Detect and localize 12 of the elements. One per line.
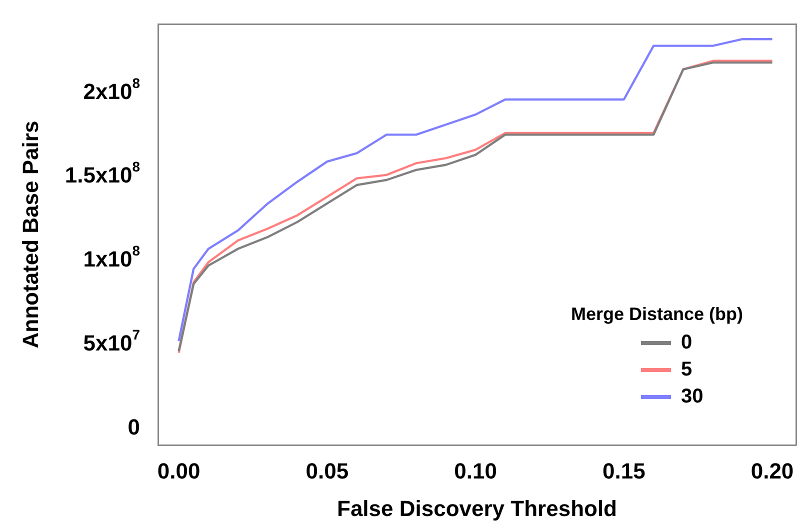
y-tick-label: 0 xyxy=(128,414,140,440)
x-tick-label: 0.15 xyxy=(602,458,646,484)
legend-label: 5 xyxy=(681,358,692,381)
legend-label: 30 xyxy=(681,386,704,408)
legend-label: 0 xyxy=(681,332,692,354)
legend-title: Merge Distance (bp) xyxy=(571,304,744,324)
x-tick-label: 0.10 xyxy=(454,458,497,484)
y-axis-title: Annotated Base Pairs xyxy=(18,120,43,348)
x-tick-label: 0.20 xyxy=(750,458,794,484)
x-tick-label: 0.05 xyxy=(306,458,349,484)
x-axis-title: False Discovery Threshold xyxy=(337,496,617,521)
x-tick-label: 0.00 xyxy=(157,458,200,484)
